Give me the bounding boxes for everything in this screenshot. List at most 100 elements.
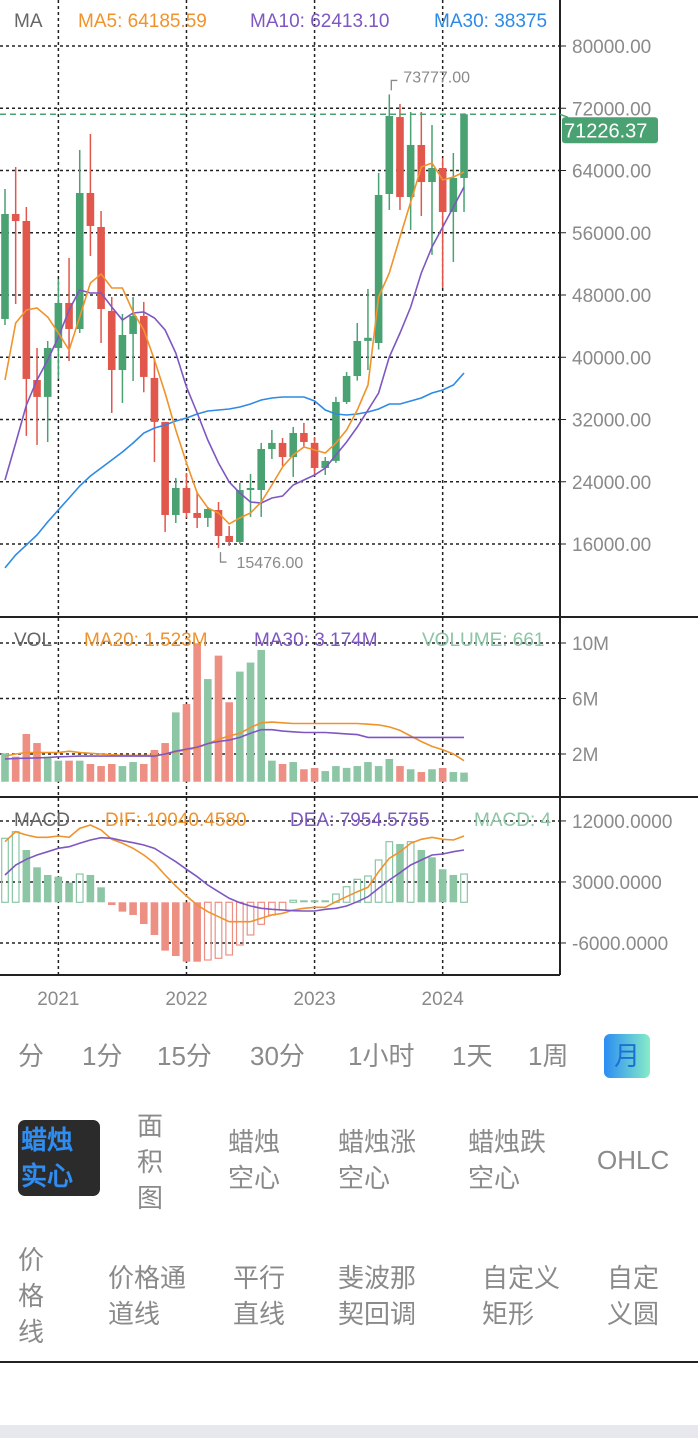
tool-price-channel[interactable]: 价格通道线 [108, 1263, 187, 1329]
volume-bar [385, 758, 394, 782]
volume-bar [396, 766, 404, 782]
period-tab-1hour[interactable]: 1小时 [348, 1041, 415, 1071]
price-legend-title: MA [14, 11, 43, 32]
period-tab-15min[interactable]: 15分 [157, 1041, 212, 1071]
price-tick-label: 24000.00 [572, 473, 651, 494]
volume-bar [321, 771, 330, 782]
macd-tick-label: 3000.0000 [572, 873, 662, 894]
chart-type-candle-down-hollow[interactable]: 蜡烛跌空心 [468, 1127, 547, 1193]
ma5-legend: MA5: 64185.59 [78, 11, 207, 32]
macd-value-legend: MACD: 4 [474, 810, 552, 831]
tool-custom-circle[interactable]: 自定义圆 [607, 1263, 660, 1329]
chart-type-candle-up-hollow[interactable]: 蜡烛涨空心 [338, 1127, 417, 1193]
tool-price-line[interactable]: 价格线 [18, 1245, 45, 1347]
volume-bar [172, 712, 180, 782]
macd-bar [86, 874, 95, 903]
volume-ma20-legend: MA20: 1.523M [84, 630, 208, 651]
volume-bar [449, 772, 458, 782]
time-tick-label: 2023 [293, 989, 335, 1010]
macd-bar [300, 900, 308, 903]
candle-body [161, 421, 169, 515]
ma10-line [4, 186, 465, 504]
candle-body [33, 379, 41, 397]
chart-type-candle-hollow[interactable]: 蜡烛空心 [228, 1127, 281, 1193]
period-tab-1min[interactable]: 1分 [82, 1041, 123, 1071]
volume-legend-title: VOL [14, 630, 52, 651]
period-tab-1week[interactable]: 1周 [528, 1041, 569, 1071]
candle-body [172, 487, 180, 515]
volume-bar [65, 760, 73, 782]
candle-body [129, 316, 137, 334]
volume-bar [278, 763, 287, 782]
dif-line [4, 824, 465, 923]
volume-bar [139, 763, 148, 782]
candle-body [364, 337, 372, 341]
volume-bar [406, 769, 415, 782]
volume-bar [236, 671, 244, 782]
macd-bar [246, 901, 255, 936]
chart-type-candle-solid[interactable]: 蜡烛实心 [18, 1120, 100, 1196]
macd-bar [438, 869, 447, 903]
macd-bar [161, 902, 169, 951]
candle-body [43, 347, 52, 397]
ma5-line [4, 162, 465, 525]
macd-tick-label: -6000.0000 [572, 934, 668, 955]
volume-bar [33, 743, 41, 782]
macd-bar [342, 886, 351, 903]
macd-bar [1, 837, 9, 903]
macd-bar [385, 841, 394, 903]
volume-bar [193, 643, 201, 782]
period-tab-time[interactable]: 分 [18, 1041, 45, 1071]
time-tick-label: 2024 [422, 989, 465, 1010]
volume-bar [11, 756, 20, 782]
price-tick-label: 80000.00 [572, 37, 651, 58]
chart-type-area[interactable]: 面积图 [137, 1111, 164, 1213]
volume-bar [161, 743, 169, 782]
candle-body [342, 376, 351, 402]
tool-parallel-line[interactable]: 平行直线 [233, 1263, 286, 1329]
volume-bar [300, 769, 308, 782]
last-price-badge [562, 117, 658, 144]
dea-line [4, 836, 465, 912]
candle-body [236, 489, 244, 542]
volume-bar [43, 756, 52, 782]
tool-custom-rect[interactable]: 自定义矩形 [482, 1263, 561, 1329]
macd-bar [150, 902, 159, 935]
price-tick-label: 40000.00 [572, 348, 651, 369]
macd-bar [257, 901, 266, 925]
candle-body [214, 509, 223, 536]
macd-bar [107, 902, 116, 906]
period-tab-30min[interactable]: 30分 [250, 1041, 305, 1071]
volume-bar [353, 766, 362, 782]
macd-bar [278, 901, 287, 911]
macd-bar [460, 873, 468, 903]
price-tick-label: 16000.00 [572, 535, 651, 556]
volume-bar [364, 762, 372, 782]
kline-chart[interactable]: 71226.37 73777.00 15476.00 80000.00 72000.00… [0, 0, 698, 1020]
candle-body [268, 442, 276, 449]
volume-ma30-legend: MA30: 3.174M [254, 630, 378, 651]
macd-bar [65, 882, 73, 903]
period-tab-1day[interactable]: 1天 [452, 1041, 493, 1071]
candle-body [428, 168, 436, 183]
tool-fibonacci[interactable]: 斐波那契回调 [338, 1263, 417, 1329]
candle-body [75, 192, 84, 330]
macd-bar [193, 902, 201, 962]
candle-body [54, 302, 63, 348]
legends: MA MA5: 64185.59 MA10: 62413.10 MA30: 38375… [14, 11, 552, 831]
period-tab-1month[interactable]: 月 [604, 1034, 650, 1078]
volume-bar [54, 760, 63, 782]
max-price-label: 73777.00 [403, 69, 470, 86]
candle-body [310, 442, 319, 468]
volume-bar [428, 769, 436, 782]
volume-ma20-line [4, 721, 465, 762]
volume-tick-label: 2M [572, 745, 598, 766]
volume-value-legend: VOLUME: 661 [422, 630, 545, 651]
chart-type-ohlc[interactable]: OHLC [597, 1145, 670, 1175]
volume-bar [75, 760, 84, 782]
volume-bar [246, 662, 255, 782]
volume-bar [182, 704, 191, 782]
footer-bar [0, 1425, 698, 1438]
volume-bar [332, 766, 340, 782]
macd-bar [75, 873, 84, 903]
